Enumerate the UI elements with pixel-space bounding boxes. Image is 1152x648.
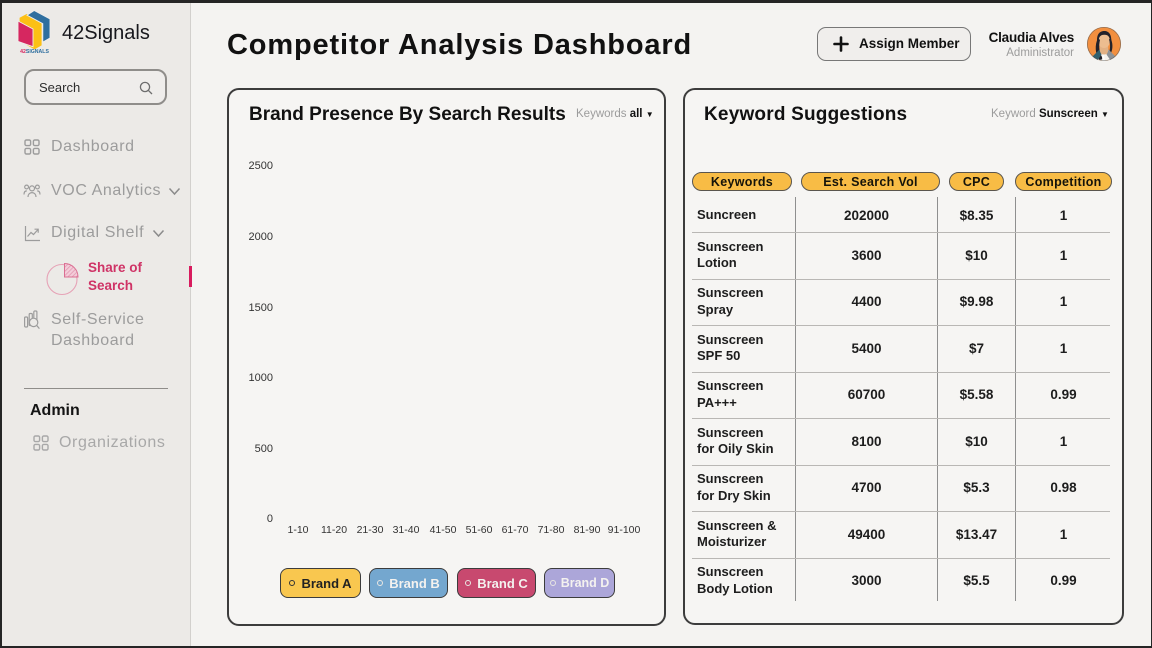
svg-text:42SIGNALS: 42SIGNALS [20,49,49,55]
